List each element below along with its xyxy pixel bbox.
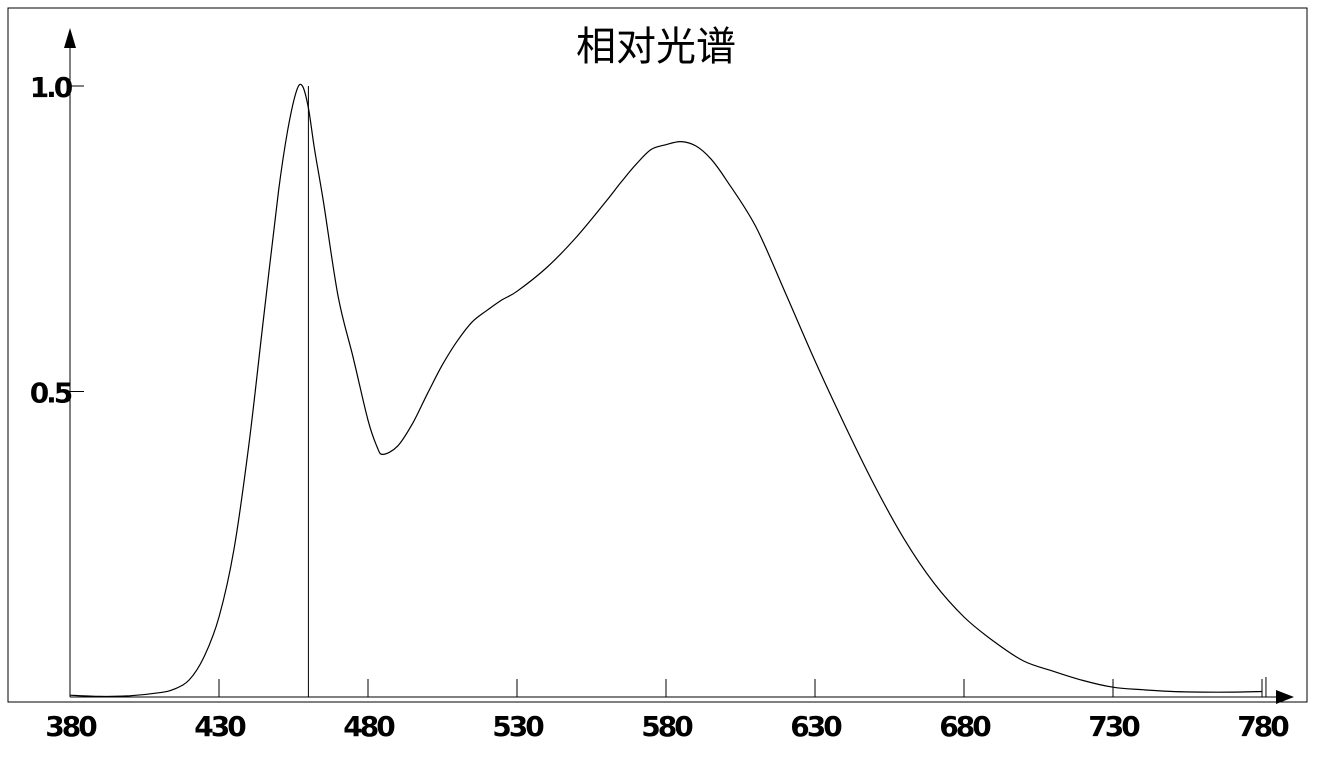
series-layer [69, 83, 1267, 698]
x-tick-label: 580 [641, 710, 693, 743]
x-ticks: 380 430 480 530 580 630 680 730 780 [45, 679, 1292, 743]
x-tick-label: 780 [1237, 710, 1289, 743]
y-ticks: 0.5 1.0 [30, 71, 84, 410]
x-tick-label: 680 [939, 710, 991, 743]
chart-border [7, 7, 1308, 703]
y-axis-arrow-icon [64, 28, 76, 48]
chart-title: 相对光谱 [576, 24, 736, 70]
x-tick-label: 730 [1088, 710, 1140, 743]
x-tick-label: 430 [194, 710, 246, 743]
x-axis-arrow-icon [1276, 690, 1294, 704]
x-tick-label: 630 [790, 710, 842, 743]
spectrum-curve [69, 83, 1263, 698]
axes [64, 28, 1294, 704]
y-tick-label: 0.5 [30, 377, 72, 410]
x-tick-label: 480 [343, 710, 395, 743]
x-tick-label: 380 [45, 710, 97, 743]
x-tick-label: 530 [492, 710, 544, 743]
y-tick-label: 1.0 [30, 71, 73, 104]
